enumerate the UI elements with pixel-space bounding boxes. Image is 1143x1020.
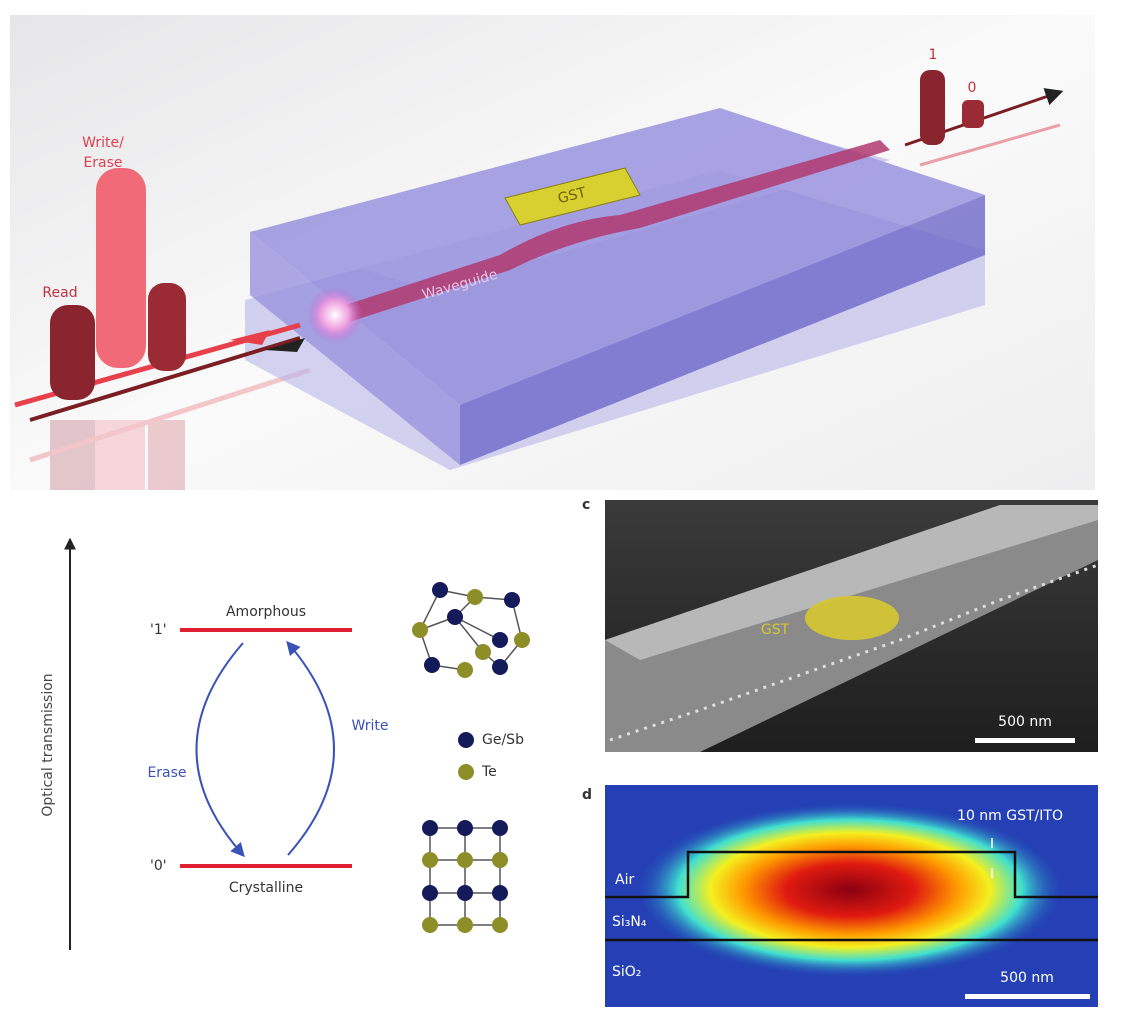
legend-gesb-label: Ge/Sb (482, 732, 524, 748)
slab-front (460, 195, 985, 465)
legend-te (458, 764, 474, 780)
coupling-glow (307, 287, 363, 343)
slab-ridge (300, 125, 890, 290)
gst-patch (504, 167, 641, 226)
legend-gesb (458, 732, 474, 748)
gst-label: GST (556, 185, 588, 207)
pulse-write (96, 168, 146, 368)
scale-label: 500 nm (998, 714, 1052, 730)
amorphous-label: Amorphous (226, 604, 306, 620)
si3n4-label: Si₃N₄ (612, 914, 647, 930)
air-label: Air (615, 872, 634, 888)
erase-label: Erase (83, 155, 122, 171)
ridge-outline (605, 850, 1098, 899)
crystalline-label: Crystalline (229, 880, 303, 896)
pulse-erase (148, 283, 186, 371)
read-label: Read (42, 285, 77, 301)
out-0-label: 0 (968, 80, 977, 96)
sio2-label: SiO₂ (612, 964, 641, 980)
legend-te-label: Te (481, 764, 497, 780)
film-label: 10 nm GST/ITO (957, 808, 1063, 824)
erase-label: Erase (147, 765, 186, 781)
panel-d: d 10 nm GST/ITO Air Si₃N₄ SiO₂ 500 nm (582, 785, 1098, 1007)
output-1 (920, 70, 945, 145)
panel-label: d (582, 787, 592, 803)
axis-label: Optical transmission (40, 673, 56, 816)
write-label: Write/ (82, 135, 124, 151)
write-label: Write (352, 718, 389, 734)
gst-label: GST (761, 622, 790, 638)
mode-profile (635, 802, 1065, 978)
gst-patch (805, 596, 899, 640)
panel-a: GST Waveguide Read Write/ Erase 1 0 (10, 15, 1095, 490)
slab-side (250, 232, 460, 465)
scale-bar (965, 994, 1090, 999)
input-line (29, 336, 301, 422)
out-1-label: 1 (929, 47, 938, 63)
scale-label: 500 nm (1000, 970, 1054, 986)
pulse-read (50, 305, 95, 400)
reflection (29, 367, 311, 490)
sem-texture (609, 563, 1099, 742)
level-1: '1' (150, 622, 167, 638)
sem-edge (605, 505, 1098, 660)
panel-label: c (582, 497, 590, 513)
arrow (265, 338, 305, 352)
waveguide (330, 140, 890, 325)
erase-arrow (195, 642, 245, 858)
arrow (230, 330, 270, 345)
panel-b: Optical transmission '1' '0' Amorphous C… (40, 537, 530, 950)
level-0: '0' (150, 858, 167, 874)
panel-c: c GST 500 nm (582, 497, 1099, 752)
output-line (919, 123, 1061, 167)
amorphous-structure (412, 582, 530, 678)
crystalline-structure (422, 820, 508, 933)
scale-bar (975, 738, 1075, 743)
write-arrow (286, 640, 335, 856)
output-0 (962, 100, 984, 128)
